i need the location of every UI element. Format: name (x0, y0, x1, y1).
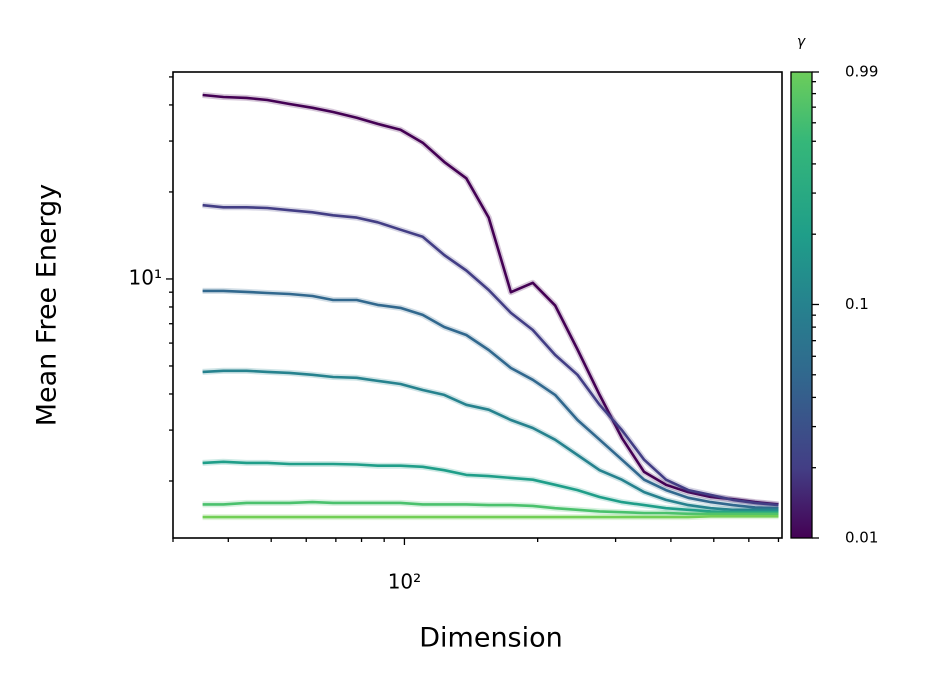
series-line (202, 515, 779, 519)
colorbar (790, 71, 813, 539)
y-tick-label: 10¹ (129, 265, 162, 289)
colorbar-label: γ (797, 34, 806, 50)
colorbar-tick-label: 0.01 (845, 529, 878, 547)
series-line (202, 369, 779, 512)
y-axis-label: Mean Free Energy (32, 184, 63, 427)
series-line (202, 93, 779, 506)
series-line (202, 460, 779, 514)
series-line (202, 289, 779, 510)
x-axis-label: Dimension (419, 623, 563, 654)
plot-area (202, 92, 779, 521)
colorbar-tick-label: 0.1 (845, 295, 869, 313)
series-line (202, 203, 779, 507)
series-line (202, 500, 779, 516)
series-band (202, 92, 779, 508)
axes-frame (172, 71, 783, 539)
x-tick-label: 10² (388, 570, 421, 594)
colorbar-tick-label: 0.99 (845, 63, 878, 81)
